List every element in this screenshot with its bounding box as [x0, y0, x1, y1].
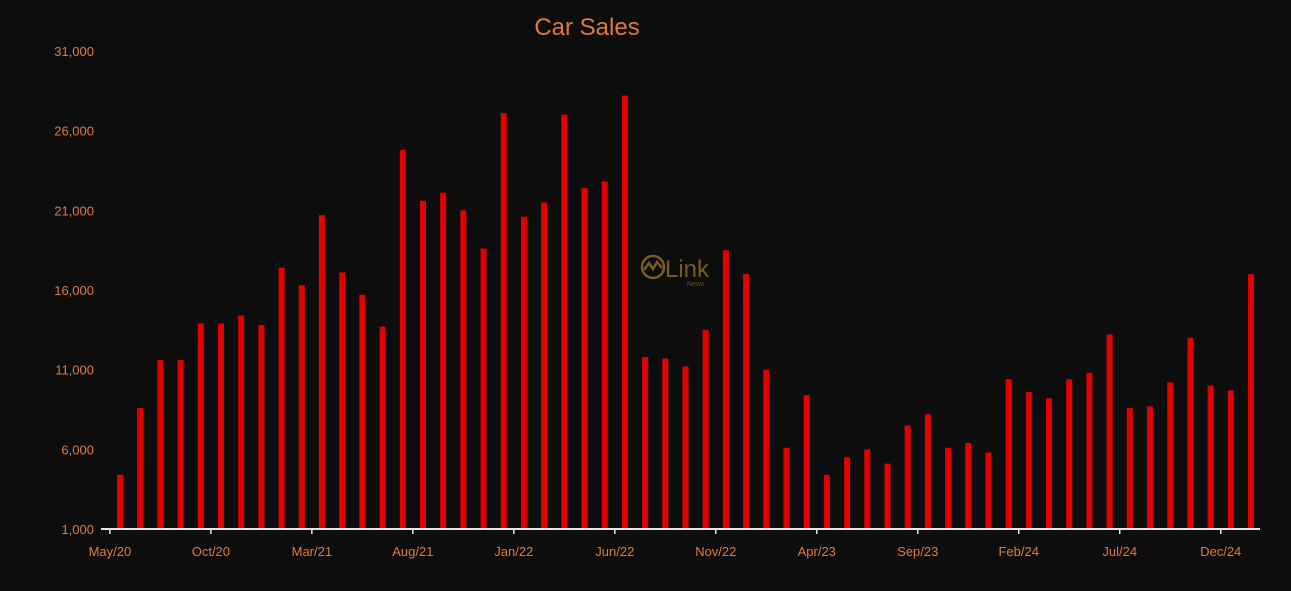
- y-tick-label: 16,000: [54, 283, 94, 298]
- bar-sep-22: [682, 366, 689, 529]
- bar-feb-21: [298, 285, 305, 529]
- x-tick-label: Mar/21: [292, 544, 332, 559]
- bar-jul-20: [157, 360, 164, 529]
- x-tick-label: Aug/21: [392, 544, 433, 559]
- watermark-chart-icon: [642, 259, 663, 272]
- bar-aug-20: [177, 360, 184, 529]
- bar-jan-24: [1005, 379, 1012, 529]
- x-tick-label: Dec/24: [1200, 544, 1241, 559]
- bar-dec-20: [258, 325, 265, 529]
- bar-mar-22: [561, 114, 568, 529]
- watermark-logo: Link News: [640, 254, 710, 288]
- bar-may-23: [844, 457, 851, 529]
- y-tick-label: 11,000: [55, 363, 94, 378]
- bar-mar-23: [803, 395, 810, 529]
- bar-may-21: [359, 294, 366, 529]
- bar-jul-23: [884, 463, 891, 529]
- watermark-logo-icon: [640, 254, 666, 280]
- bar-jun-22: [621, 95, 628, 530]
- bar-oct-20: [217, 323, 224, 529]
- bar-nov-21: [480, 248, 487, 529]
- bar-mar-24: [1046, 398, 1053, 529]
- bar-apr-23: [823, 474, 830, 529]
- bar-sep-23: [924, 414, 931, 529]
- bar-feb-24: [1025, 391, 1032, 529]
- bar-apr-22: [581, 188, 588, 529]
- y-tick-label: 31,000: [54, 44, 94, 59]
- bar-dec-21: [500, 113, 507, 529]
- bar-aug-24: [1147, 406, 1154, 529]
- y-tick-label: 6,000: [61, 442, 94, 457]
- bar-sep-24: [1167, 382, 1174, 529]
- watermark-text: Link: [665, 256, 710, 283]
- y-tick-label: 1,000: [61, 522, 94, 537]
- x-tick-label: Jan/22: [494, 544, 533, 559]
- bar-dec-24: [1227, 390, 1234, 529]
- y-axis-ticks: 1,000 6,000 11,000 16,000 21,000 26,000 31,000: [54, 44, 94, 537]
- bar-apr-21: [339, 272, 346, 529]
- bar-may-22: [601, 181, 608, 529]
- x-tick-label: Nov/22: [695, 544, 736, 559]
- y-tick-label: 26,000: [54, 124, 94, 139]
- x-tick-label: Sep/23: [897, 544, 938, 559]
- bar-jul-21: [399, 149, 406, 530]
- bar-apr-24: [1066, 379, 1073, 529]
- x-tick-label: May/20: [89, 544, 132, 559]
- bar-dec-23: [985, 452, 992, 529]
- x-tick-label: Apr/23: [798, 544, 836, 559]
- bar-dec-22: [743, 274, 750, 529]
- bar-jul-24: [1126, 407, 1133, 529]
- bar-jan-21: [278, 267, 285, 529]
- bar-oct-24: [1187, 337, 1194, 529]
- bar-sep-21: [440, 192, 447, 529]
- bar-oct-23: [945, 447, 952, 529]
- x-tick-label: Jul/24: [1102, 544, 1137, 559]
- bar-may-24: [1086, 372, 1093, 529]
- x-tick-label: Feb/24: [998, 544, 1038, 559]
- bar-may-20: [117, 474, 123, 529]
- chart-title: Car Sales: [534, 14, 639, 41]
- bar-oct-22: [702, 329, 709, 529]
- bar-jan-25: [1248, 274, 1254, 529]
- bar-series: [117, 95, 1254, 530]
- bar-aug-23: [904, 425, 911, 529]
- bar-nov-23: [965, 442, 972, 529]
- bar-nov-20: [238, 315, 245, 529]
- bar-oct-21: [460, 210, 467, 529]
- bar-aug-22: [662, 358, 669, 529]
- bar-jun-21: [379, 326, 386, 529]
- y-tick-label: 21,000: [54, 203, 94, 218]
- bar-aug-21: [419, 200, 426, 529]
- bar-feb-22: [541, 202, 548, 529]
- bar-jan-23: [763, 369, 770, 529]
- bar-mar-21: [318, 215, 325, 530]
- bar-sep-20: [197, 323, 204, 529]
- bar-jun-23: [864, 449, 871, 529]
- x-tick-label: Oct/20: [192, 544, 230, 559]
- bar-nov-22: [722, 250, 729, 530]
- bar-jun-20: [137, 407, 144, 529]
- watermark-subtext: News: [687, 281, 705, 288]
- bar-jul-22: [642, 356, 649, 529]
- bar-nov-24: [1207, 385, 1214, 529]
- x-axis-ticks: May/20 Oct/20 Mar/21 Aug/21 Jan/22 Jun/22 Nov/…: [89, 529, 1241, 559]
- bar-jun-24: [1106, 334, 1113, 529]
- bar-feb-23: [783, 447, 790, 529]
- bar-jan-22: [520, 216, 527, 529]
- x-tick-label: Jun/22: [595, 544, 634, 559]
